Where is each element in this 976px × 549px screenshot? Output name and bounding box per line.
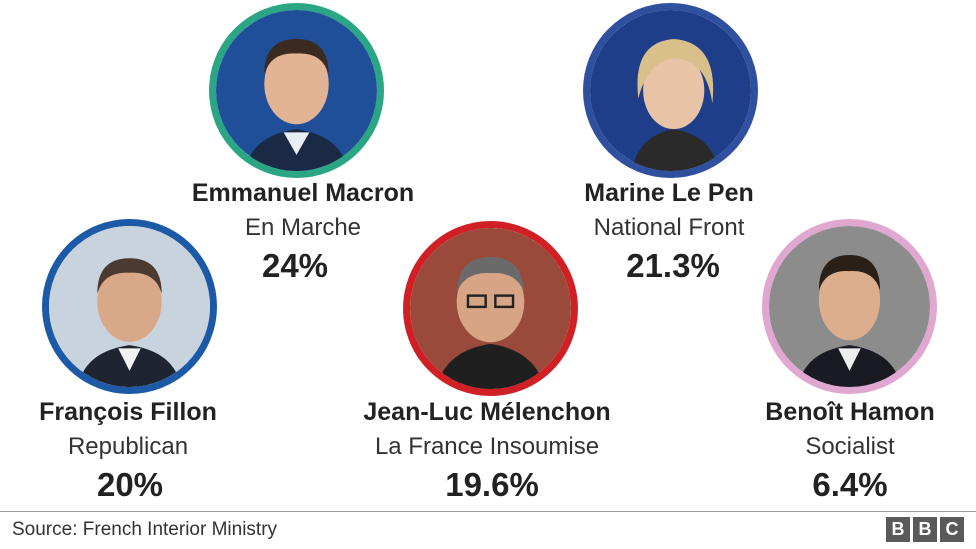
bbc-logo-letter: B: [913, 517, 937, 542]
portrait-hamon: [762, 219, 937, 394]
candidate-name-hamon: Benoît Hamon: [765, 398, 935, 426]
portrait-fillon: [42, 219, 217, 394]
candidate-party-hamon: Socialist: [805, 433, 895, 460]
portrait-le-pen: [583, 3, 758, 178]
macron-photo: [216, 10, 377, 171]
hamon-photo: [769, 226, 930, 387]
candidate-share-melenchon: 19.6%: [445, 466, 539, 503]
fillon-photo: [49, 226, 210, 387]
candidate-share-fillon: 20%: [96, 466, 164, 503]
footer-divider: [0, 511, 976, 512]
le-pen-photo: [590, 10, 751, 171]
candidate-share-le-pen: 21.3%: [626, 247, 720, 284]
source-note: Source: French Interior Ministry: [12, 519, 278, 540]
candidate-party-melenchon: La France Insoumise: [374, 433, 600, 460]
candidate-party-fillon: Republican: [67, 433, 189, 460]
candidate-party-macron: En Marche: [244, 214, 362, 241]
candidate-share-macron: 24%: [261, 247, 329, 284]
candidate-name-le-pen: Marine Le Pen: [584, 179, 754, 207]
candidate-name-macron: Emmanuel Macron: [191, 179, 415, 207]
portrait-melenchon: [403, 221, 578, 396]
candidate-name-melenchon: Jean-Luc Mélenchon: [363, 398, 611, 426]
candidate-party-le-pen: National Front: [593, 214, 745, 241]
candidate-name-fillon: François Fillon: [39, 398, 217, 426]
bbc-logo-letter: B: [886, 517, 910, 542]
candidate-share-hamon: 6.4%: [812, 466, 888, 503]
portrait-macron: [209, 3, 384, 178]
bbc-logo-letter: C: [940, 517, 964, 542]
melenchon-photo: [410, 228, 571, 389]
bbc-logo: B B C: [886, 517, 964, 542]
